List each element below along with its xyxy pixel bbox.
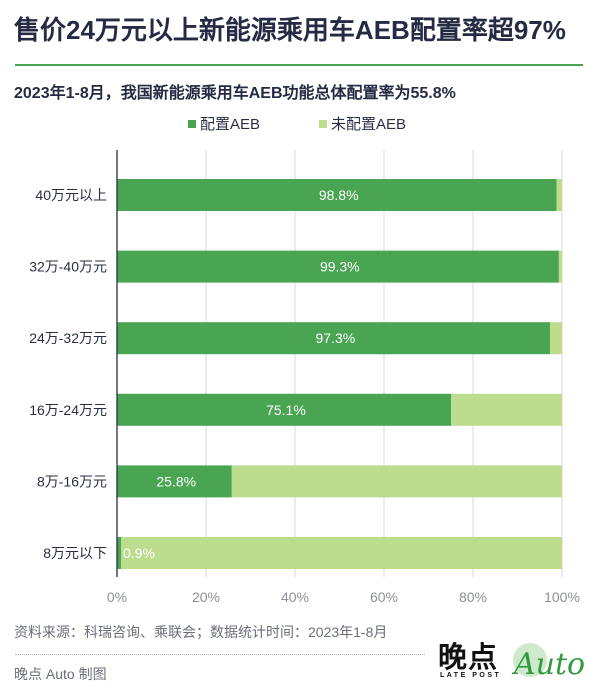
legend-label-equipped: 配置AEB [200,116,261,133]
data-label: 97.3% [315,330,355,346]
legend-swatch-not-equipped [319,119,327,128]
bar-segment-equipped [117,393,452,426]
bar-segment-not-equipped [556,179,562,211]
bar-segment-equipped [117,179,557,211]
x-tick-label: 100% [544,589,580,605]
category-label: 8万-16万元 [37,473,107,489]
bar-segment-not-equipped [451,393,562,426]
bar-segment-equipped [117,537,122,569]
data-source: 资料来源：科瑞咨询、乘联会；数据统计时间：2023年1-8月 [14,624,388,640]
footer-divider [15,654,425,655]
chart-subtitle: 2023年1-8月，我国新能源乘用车AEB功能总体配置率为55.8% [14,85,456,102]
bar-segment-equipped [117,322,550,355]
bar-segment-not-equipped [549,322,562,355]
bar-chart: 0% 20% 40% 60% 80% 100% 40万元以上 98.8% 32万-40万元 99.… [29,150,580,605]
legend-swatch-equipped [188,119,196,128]
latepost-auto-logo: 晚点 LATE POST Auto [438,634,588,686]
x-tick-label: 60% [370,589,398,605]
logo-auto-text: Auto [511,647,585,682]
bar-segment-not-equipped [558,250,562,283]
data-label: 98.8% [319,187,359,203]
bar-segment-equipped [117,250,559,283]
x-tick-label: 0% [107,589,127,605]
auto-logo-icon: Auto [511,643,585,682]
legend-item-not-equipped: 未配置AEB [319,113,406,134]
category-label: 24万-32万元 [29,330,107,346]
category-label: 40万元以上 [35,187,107,203]
bar-segment-not-equipped [231,465,562,498]
data-label: 99.3% [320,259,360,275]
category-label: 32万-40万元 [29,259,107,275]
data-label: 75.1% [266,402,306,418]
bar-segment-equipped [117,465,232,498]
data-label: 0.9% [123,545,155,561]
x-tick-label: 40% [281,589,309,605]
title-divider [15,64,583,66]
legend-item-equipped: 配置AEB [188,113,260,134]
logo-circle [513,643,547,677]
x-tick-label: 20% [192,589,220,605]
chart-title: 售价24万元以上新能源乘用车AEB配置率超97% [14,15,566,45]
category-label: 16万-24万元 [29,402,107,418]
logo-cn-text: 晚点 [438,642,499,674]
legend-label-not-equipped: 未配置AEB [331,116,407,133]
bar-segment-not-equipped [121,537,562,569]
chart-credit: 晚点 Auto 制图 [14,666,107,682]
x-tick-label: 80% [459,589,487,605]
category-label: 8万元以下 [43,545,107,561]
logo-en-text: LATE POST [440,672,502,679]
data-label: 25.8% [156,473,196,489]
